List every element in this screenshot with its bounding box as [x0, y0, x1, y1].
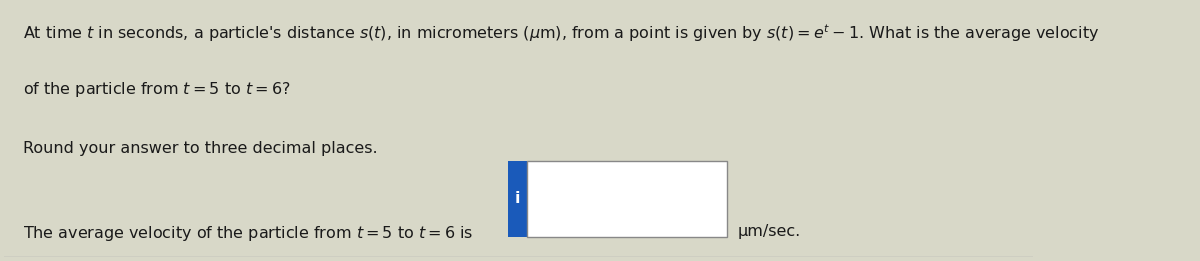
Text: µm/sec.: µm/sec.: [738, 224, 800, 239]
Text: The average velocity of the particle from $t = 5$ to $t = 6$ is: The average velocity of the particle fro…: [23, 224, 473, 243]
Text: Round your answer to three decimal places.: Round your answer to three decimal place…: [23, 141, 377, 156]
Text: i: i: [515, 191, 520, 206]
FancyBboxPatch shape: [508, 161, 527, 237]
Text: At time $t$ in seconds, a particle's distance $s(t)$, in micrometers ($\mu$m), f: At time $t$ in seconds, a particle's dis…: [23, 22, 1099, 44]
FancyBboxPatch shape: [527, 161, 727, 237]
Text: of the particle from $t = 5$ to $t = 6$?: of the particle from $t = 5$ to $t = 6$?: [23, 80, 290, 99]
